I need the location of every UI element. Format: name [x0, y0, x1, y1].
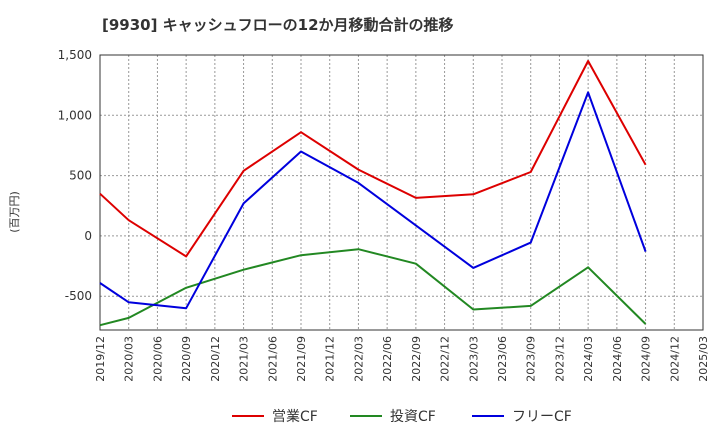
x-tick-label: 2022/06 [381, 336, 394, 382]
y-tick-labels: -500 0 500 1,000 1,500 [58, 48, 92, 303]
x-tick-label: 2020/12 [209, 336, 222, 382]
y-tick-label: 0 [84, 229, 92, 243]
series-line-investing [99, 248, 647, 327]
x-tick-label: 2022/12 [439, 336, 452, 382]
x-tick-label: 2020/09 [180, 336, 193, 382]
plot-border [99, 54, 704, 331]
x-tick-label: 2022/03 [352, 336, 365, 382]
x-tick-label: 2022/09 [410, 336, 423, 382]
series-lines [99, 60, 647, 327]
x-tick-label: 2025/03 [697, 336, 710, 382]
legend-swatch-free [472, 415, 504, 417]
legend: 営業CF 投資CF フリーCF [0, 404, 720, 428]
y-tick-label: 1,500 [58, 48, 92, 62]
x-tick-label: 2024/09 [640, 336, 653, 382]
legend-swatch-investing [350, 415, 382, 417]
chart-title: [9930] キャッシュフローの12か月移動合計の推移 [102, 16, 454, 34]
legend-item-investing: 投資CF [350, 404, 436, 428]
x-tick-label: 2021/09 [295, 336, 308, 382]
x-tick-label: 2021/06 [266, 336, 279, 382]
x-tick-label: 2024/03 [582, 336, 595, 382]
x-tick-label: 2023/09 [525, 336, 538, 382]
y-tick-label: 1,000 [58, 108, 92, 122]
legend-label-investing: 投資CF [390, 409, 436, 425]
legend-label-operating: 営業CF [272, 409, 318, 425]
x-tick-labels: 2019/12 2020/03 2020/06 2020/09 2020/12 2021/… [94, 336, 710, 382]
x-tick-label: 2021/12 [324, 336, 337, 382]
legend-swatch-operating [232, 415, 264, 417]
x-tick-label: 2023/06 [496, 336, 509, 382]
series-line-operating [99, 60, 647, 258]
x-tick-label: 2020/06 [151, 336, 164, 382]
x-tick-label: 2024/12 [668, 336, 681, 382]
legend-label-free: フリーCF [512, 409, 572, 425]
series-line-free [99, 91, 647, 310]
x-tick-label: 2023/12 [553, 336, 566, 382]
x-tick-label: 2024/06 [611, 336, 624, 382]
y-tick-label: -500 [65, 289, 92, 303]
x-tick-label: 2023/03 [467, 336, 480, 382]
legend-item-free: フリーCF [472, 404, 572, 428]
x-tick-label: 2021/03 [238, 336, 251, 382]
legend-item-operating: 営業CF [232, 404, 318, 428]
x-tick-label: 2019/12 [94, 336, 107, 382]
grid-lines [100, 55, 703, 330]
y-tick-label: 500 [69, 169, 92, 183]
x-tick-label: 2020/03 [123, 336, 136, 382]
